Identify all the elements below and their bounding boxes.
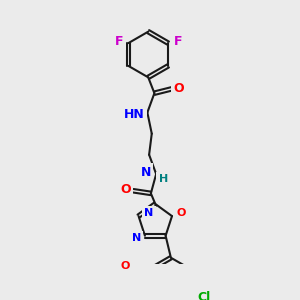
- Text: O: O: [120, 183, 131, 196]
- Text: N: N: [145, 208, 154, 218]
- Text: Cl: Cl: [197, 291, 210, 300]
- Text: N: N: [140, 166, 151, 179]
- Text: O: O: [176, 208, 185, 218]
- Text: O: O: [120, 261, 130, 271]
- Text: N: N: [131, 233, 141, 243]
- Text: F: F: [173, 35, 182, 48]
- Text: F: F: [115, 35, 123, 48]
- Text: O: O: [174, 82, 184, 95]
- Text: H: H: [159, 174, 168, 184]
- Text: HN: HN: [124, 108, 145, 121]
